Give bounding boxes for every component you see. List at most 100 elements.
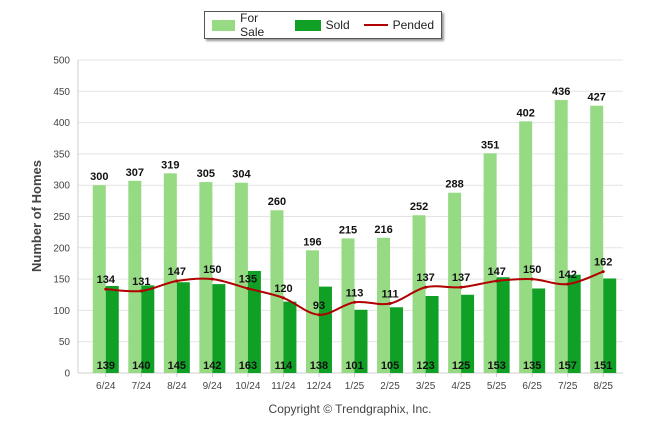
legend-label-for-sale: For Sale: [240, 11, 265, 39]
sold-value-label: 142: [203, 360, 221, 372]
pended-value-label: 147: [487, 266, 505, 278]
pended-point: [530, 277, 534, 281]
for-sale-value-label: 305: [197, 168, 215, 180]
pended-value-label: 120: [274, 283, 292, 295]
y-axis-ticks: 0 50 100 150 200 250 300 350 400 450 500: [53, 56, 70, 380]
sold-bar: [176, 282, 190, 373]
sold-bar: [212, 284, 226, 373]
sold-bar: [247, 270, 261, 373]
for-sale-value-label: 351: [481, 139, 499, 151]
for-sale-value-label: 427: [588, 92, 606, 104]
pended-point: [175, 279, 179, 283]
pended-point: [281, 296, 285, 300]
sold-bar: [141, 285, 155, 373]
x-tick-label: 10/24: [235, 381, 260, 392]
sold-value-label: 139: [97, 360, 115, 372]
sold-value-label: 105: [381, 360, 399, 372]
data-labels: 300 139 307 140 319 145 305 142 304 163 260 114 196 1…: [90, 86, 612, 372]
legend-item-pended[interactable]: Pended: [363, 18, 434, 32]
pended-point: [210, 277, 214, 281]
for-sale-swatch: [212, 19, 236, 31]
for-sale-value-label: 319: [161, 159, 179, 171]
for-sale-bar: [377, 237, 391, 373]
for-sale-value-label: 252: [410, 201, 428, 213]
for-sale-value-label: 304: [232, 169, 251, 181]
y-tick-label: 150: [53, 275, 70, 286]
y-tick-label: 400: [53, 118, 70, 129]
pended-point: [246, 286, 250, 290]
pended-point: [424, 285, 428, 289]
pended-value-label: 93: [313, 300, 325, 312]
sold-value-label: 123: [416, 360, 434, 372]
sold-bar: [567, 274, 581, 373]
for-sale-bar: [341, 238, 355, 373]
pended-value-label: 150: [203, 264, 221, 276]
pended-point: [353, 300, 356, 304]
pended-point: [104, 287, 108, 291]
x-tick-label: 7/24: [132, 381, 152, 392]
x-tick-label: 8/25: [593, 381, 613, 392]
sold-value-label: 140: [132, 360, 150, 372]
sold-value-label: 114: [275, 360, 294, 372]
y-tick-label: 50: [59, 337, 71, 348]
pended-point: [601, 270, 605, 274]
y-tick-label: 250: [53, 212, 70, 223]
sold-value-label: 135: [523, 360, 541, 372]
for-sale-bar: [234, 182, 248, 373]
sold-bar: [532, 288, 546, 373]
y-tick-label: 0: [64, 369, 70, 380]
for-sale-value-label: 288: [445, 179, 463, 191]
sold-bar: [318, 286, 332, 373]
legend-item-for-sale[interactable]: For Sale: [212, 11, 281, 39]
sold-bar: [283, 301, 297, 373]
y-tick-label: 200: [53, 243, 70, 254]
sold-swatch: [294, 19, 321, 31]
for-sale-value-label: 260: [268, 196, 286, 208]
for-sale-bar: [128, 180, 142, 373]
for-sale-bar: [305, 250, 319, 373]
sold-bar: [603, 278, 617, 373]
pended-point: [317, 313, 321, 317]
y-tick-label: 500: [53, 56, 70, 67]
x-tick-label: 2/25: [380, 381, 400, 392]
sold-value-label: 163: [239, 360, 257, 372]
y-axis-label: Number of Homes: [29, 160, 44, 272]
pended-value-label: 111: [381, 289, 398, 301]
for-sale-bar: [519, 121, 533, 374]
sold-bar: [461, 294, 475, 373]
sold-value-label: 138: [310, 360, 328, 372]
sold-value-label: 157: [559, 360, 577, 372]
sold-bar: [425, 296, 439, 373]
pended-value-label: 137: [452, 272, 470, 284]
for-sale-value-label: 402: [516, 107, 534, 119]
for-sale-bar: [270, 210, 284, 373]
sold-value-label: 153: [487, 360, 505, 372]
sold-bar: [496, 277, 510, 373]
pended-value-label: 147: [168, 266, 186, 278]
sold-bar: [105, 285, 119, 373]
pended-value-label: 135: [239, 273, 257, 285]
legend-item-sold[interactable]: Sold: [294, 18, 350, 32]
legend-label-sold: Sold: [325, 18, 350, 32]
copyright-text: Copyright © Trendgraphix, Inc.: [268, 402, 432, 416]
x-tick-label: 1/25: [345, 381, 365, 392]
pended-value-label: 131: [132, 276, 150, 288]
for-sale-value-label: 300: [90, 171, 108, 183]
sold-bar: [354, 309, 368, 373]
x-tick-label: 6/24: [96, 381, 116, 392]
for-sale-bar: [483, 153, 497, 373]
x-tick-label: 5/25: [487, 381, 507, 392]
x-tick-label: 11/24: [271, 381, 296, 392]
pended-value-label: 113: [346, 287, 364, 299]
for-sale-bar: [554, 100, 568, 374]
y-tick-label: 350: [53, 149, 70, 160]
pended-value-label: 162: [594, 257, 612, 269]
sold-value-label: 151: [594, 360, 612, 372]
sold-value-label: 145: [168, 360, 186, 372]
x-tick-label: 7/25: [558, 381, 578, 392]
for-sale-value-label: 216: [374, 224, 392, 236]
for-sale-value-label: 436: [552, 86, 570, 98]
pended-point: [495, 279, 499, 283]
pended-point: [459, 285, 463, 289]
